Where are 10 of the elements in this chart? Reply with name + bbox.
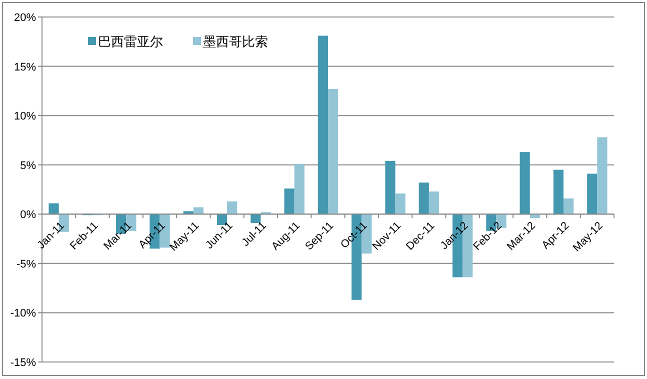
legend-label: 巴西雷亚尔 bbox=[98, 34, 163, 49]
y-tick-label: -5% bbox=[16, 258, 36, 270]
y-tick-label: 5% bbox=[20, 160, 36, 172]
y-tick-label: -10% bbox=[10, 308, 36, 320]
y-tick-label: 15% bbox=[14, 61, 36, 74]
legend-label: 墨西哥比索 bbox=[203, 34, 268, 49]
y-tick-label: 10% bbox=[14, 110, 36, 123]
y-tick-label: 0% bbox=[20, 209, 36, 222]
y-tick-label: 20% bbox=[14, 12, 36, 24]
y-tick-label: -15% bbox=[10, 357, 36, 369]
